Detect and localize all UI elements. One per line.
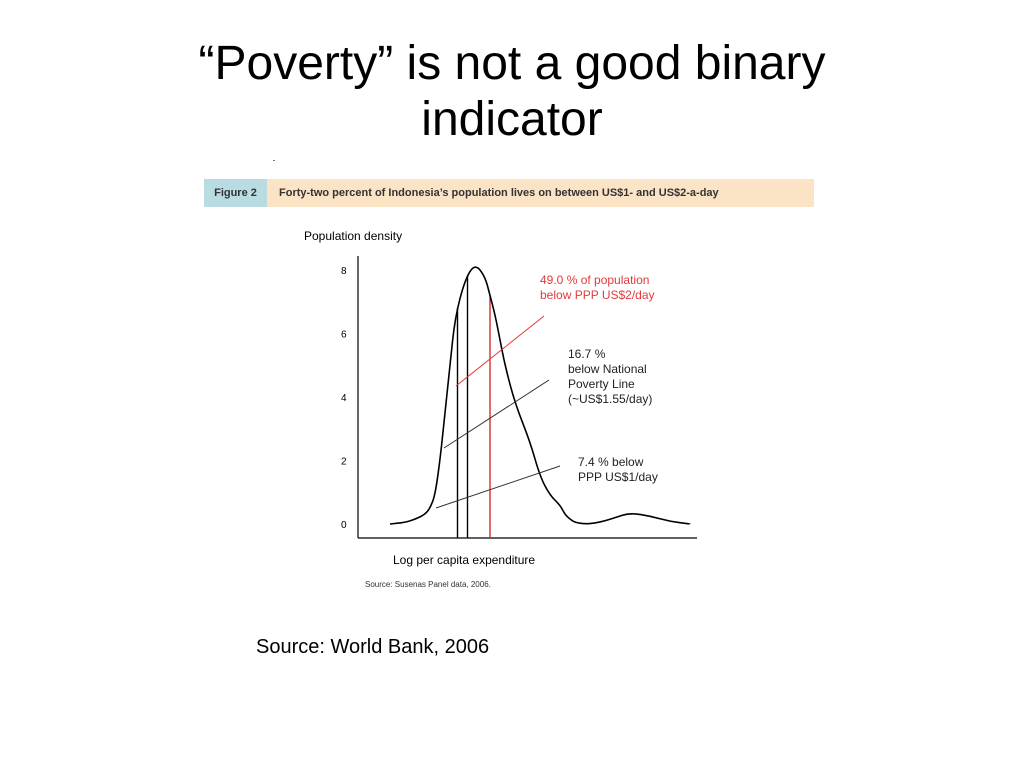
annotation-leaders: [435, 315, 561, 509]
slide-source: Source: World Bank, 2006: [256, 636, 490, 658]
annotation-text: below National: [568, 362, 647, 376]
annotation-text: Poverty Line: [568, 377, 635, 391]
annotation-text: (~US$1.55/day): [568, 392, 652, 406]
density-curve: [389, 266, 691, 525]
annotation-leader: [443, 379, 550, 449]
y-tick-label: 8: [341, 266, 347, 277]
annotation-leader: [455, 315, 545, 387]
y-tick-label: 0: [341, 520, 347, 531]
figure-caption: Forty-two percent of Indonesia’s populat…: [279, 187, 719, 199]
annotation-text: PPP US$1/day: [578, 470, 658, 484]
threshold-lines: [456, 275, 491, 538]
annotation-text: below PPP US$2/day: [540, 288, 655, 302]
y-tick-label: 4: [341, 393, 347, 404]
y-tick-label: 2: [341, 457, 347, 468]
x-axis-label: Log per capita expenditure: [393, 553, 535, 567]
annotation-leader: [435, 465, 561, 509]
figure-label: Figure 2: [204, 179, 267, 207]
slide-title-line2: indicator: [421, 93, 603, 146]
annotation-text: 7.4 % below: [578, 455, 644, 469]
annotation-text: 16.7 %: [568, 347, 606, 361]
annotation-text: 49.0 % of population: [540, 273, 649, 287]
y-tick-labels: 0 2 4 6 8: [341, 266, 347, 531]
slide-title-line1: “Poverty” is not a good binary: [198, 37, 826, 90]
y-axis-label: Population density: [304, 229, 402, 243]
figure-header: Figure 2 Forty-two percent of Indonesia’…: [204, 179, 814, 207]
y-tick-label: 6: [341, 330, 347, 341]
slide-title: “Poverty” is not a good binary indicator: [100, 36, 924, 148]
figure-source-note: Source: Susenas Panel data, 2006.: [365, 580, 491, 589]
stray-mark: [273, 160, 275, 161]
